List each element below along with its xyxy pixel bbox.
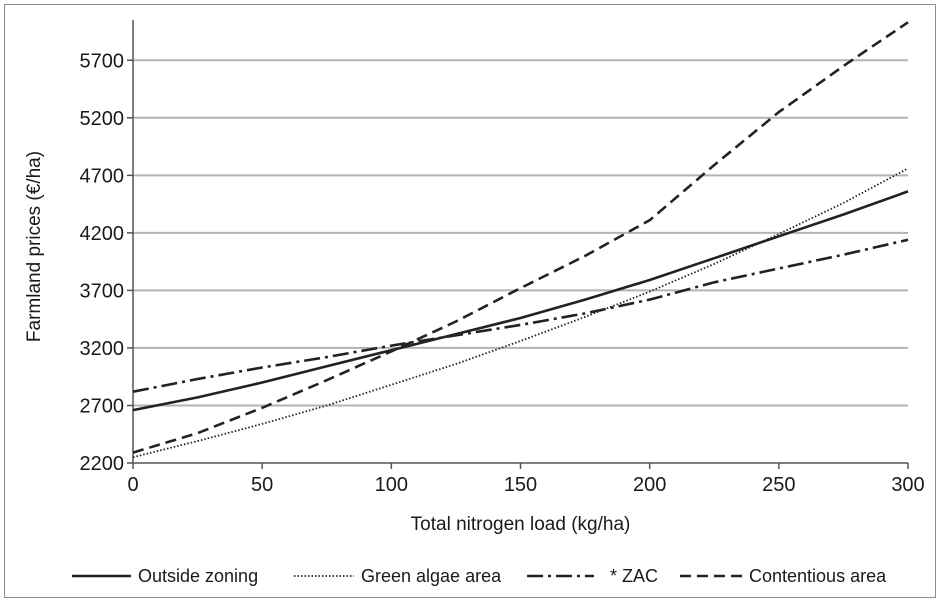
legend-label: Outside zoning [138, 566, 258, 586]
series-line-1 [132, 167, 909, 459]
legend-label: Green algae area [361, 566, 502, 586]
x-tick-label: 250 [762, 474, 795, 496]
x-tick-labels: 0 50 100 150 200 250 300 [127, 474, 924, 496]
series-lines [132, 21, 909, 459]
series-line-3 [132, 21, 909, 454]
y-tick-labels: 2200 2700 3200 3700 4200 4700 5200 5700 [80, 50, 125, 475]
grid-lines [127, 59, 909, 469]
y-tick-label: 4700 [80, 165, 125, 187]
y-tick-label: 5700 [80, 50, 125, 72]
x-axis-label: Total nitrogen load (kg/ha) [411, 514, 631, 535]
legend: Outside zoning Green algae area * ZAC Conte… [72, 566, 887, 586]
chart-frame [4, 4, 936, 598]
x-tick-label: 50 [251, 474, 273, 496]
x-tick-label: 0 [127, 474, 138, 496]
x-tick-label: 150 [504, 474, 537, 496]
y-tick-label: 2700 [80, 395, 125, 417]
legend-label: Contentious area [749, 566, 887, 586]
y-tick-label: 2200 [80, 453, 125, 475]
x-tick-label: 200 [633, 474, 666, 496]
y-tick-label: 4200 [80, 223, 125, 245]
y-tick-label: 3200 [80, 338, 125, 360]
series-line-2 [132, 238, 909, 393]
series-line-0 [132, 190, 909, 412]
y-tick-label: 5200 [80, 108, 125, 130]
legend-label: * ZAC [610, 566, 658, 586]
x-tick-label: 100 [375, 474, 408, 496]
y-tick-label: 3700 [80, 280, 125, 302]
y-axis-label: Farmland prices (€/ha) [24, 151, 45, 342]
x-tick-label: 300 [891, 474, 924, 496]
